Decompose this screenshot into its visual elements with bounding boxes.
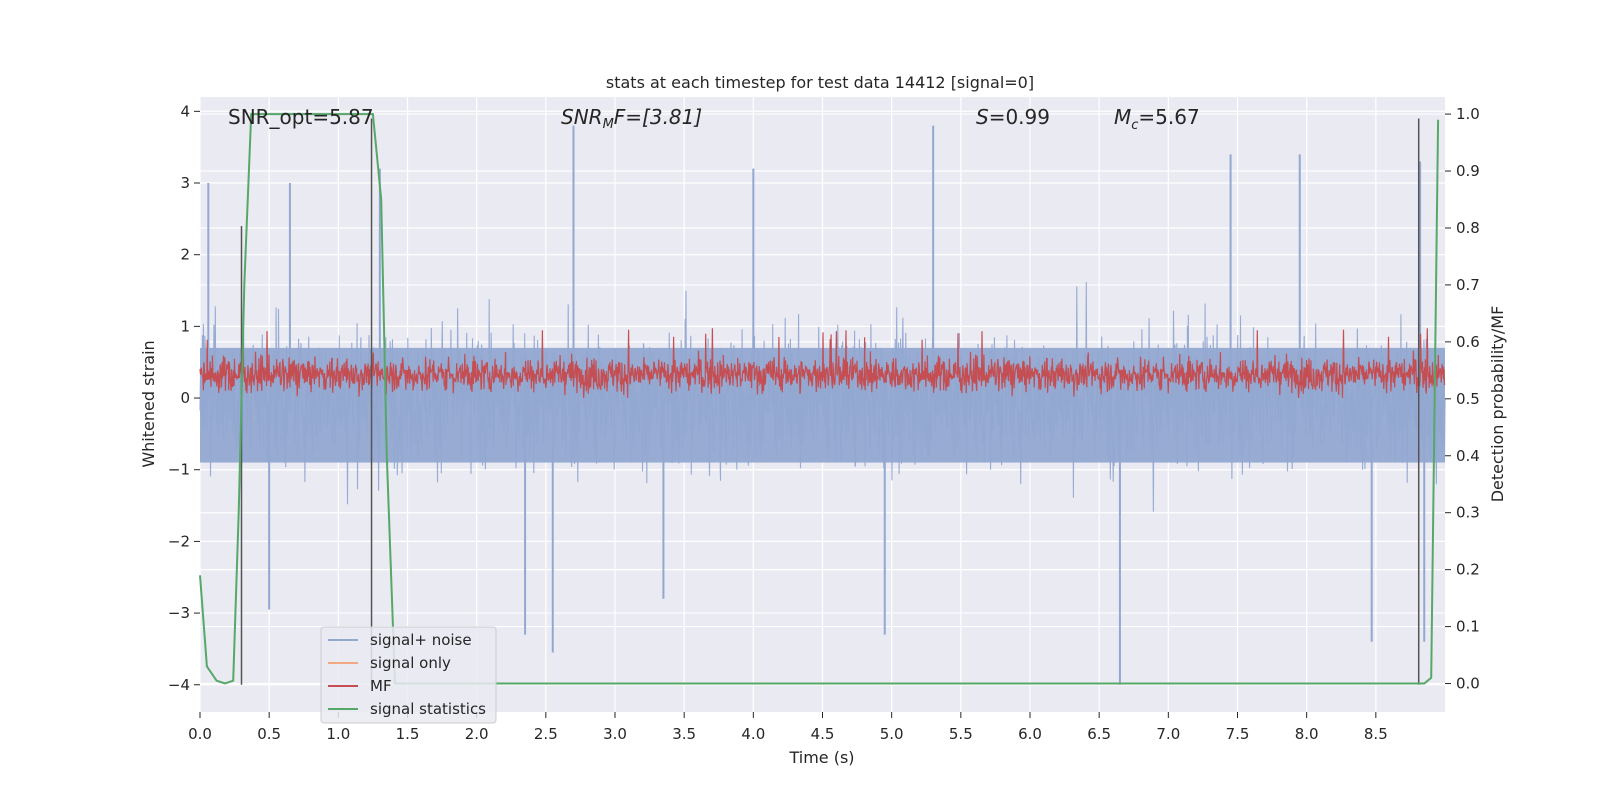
y-right-tick-label-4: 0.6 [1456,333,1480,351]
x-tick-label-9: 4.5 [811,725,835,743]
legend-label-signal-only: signal only [370,654,451,672]
annotation-snr-mf: SNRMF=[3.81] [561,105,702,132]
y-right-tick-label-0: 1.0 [1456,105,1480,123]
x-tick-label-7: 3.5 [672,725,696,743]
y-right-tick-label-7: 0.3 [1456,504,1480,522]
x-axis-label: Time (s) [788,748,854,767]
x-tick-label-8: 4.0 [741,725,765,743]
x-tick-label-0: 0.0 [188,725,212,743]
annotation-mc: Mc=5.67 [1114,105,1200,133]
y-right-tick-label-9: 0.1 [1456,618,1480,636]
y-right-tick-label-1: 0.9 [1456,162,1480,180]
left-axis-ticks: 4 3 2 1 0 −1 −2 −3 −4 [168,102,200,694]
y-left-tick-label-3: 1 [180,317,190,335]
y-left-tick-label-5: −1 [168,461,190,479]
y-left-tick-label-8: −4 [168,676,190,694]
legend-box [320,626,497,724]
y-right-tick-label-3: 0.7 [1456,276,1480,294]
x-tick-label-17: 8.5 [1364,725,1388,743]
y-right-tick-label-2: 0.8 [1456,219,1480,237]
legend-label-mf: MF [370,677,392,695]
y-left-tick-label-4: 0 [180,389,190,407]
y-left-tick-label-2: 2 [180,246,190,264]
x-axis-ticks: 0.0 0.5 1.0 1.5 2.0 2.5 3.0 3.5 4.0 4.5 5.0 5.5 6.0 6… [188,712,1388,743]
annotation-snr-opt: SNR_opt=5.87 [228,105,374,129]
left-axis-label: Whitened strain [139,340,158,467]
x-tick-label-11: 5.5 [949,725,973,743]
x-tick-label-1: 0.5 [257,725,281,743]
y-right-tick-label-5: 0.5 [1456,390,1480,408]
y-left-tick-label-1: 3 [180,174,190,192]
chart-title: stats at each timestep for test data 144… [606,73,1034,92]
x-tick-label-6: 3.0 [603,725,627,743]
legend: signal+ noise signal only MF signal stat… [320,626,497,724]
legend-label-signal-statistics: signal statistics [370,700,486,718]
x-tick-label-16: 8.0 [1295,725,1319,743]
y-left-tick-label-0: 4 [180,102,190,120]
signal-statistics-line [199,113,1440,685]
y-left-tick-label-6: −2 [168,532,190,550]
y-right-tick-label-10: 0.0 [1456,675,1480,693]
signal-statistics-series [199,113,1440,685]
right-axis-label: Detection probability/MF [1488,306,1507,503]
x-tick-label-5: 2.5 [534,725,558,743]
x-tick-label-14: 7.0 [1156,725,1180,743]
x-tick-label-2: 1.0 [326,725,350,743]
vertical-markers [240,118,1420,685]
legend-label-signal-noise: signal+ noise [370,631,472,649]
x-tick-label-15: 7.5 [1226,725,1250,743]
right-axis-ticks: 1.0 0.9 0.8 0.7 0.6 0.5 0.4 0.3 0.2 0.1 0.0 [1445,105,1480,693]
mf-trace [199,328,1446,399]
x-tick-label-3: 1.5 [396,725,420,743]
y-left-tick-label-7: −3 [168,604,190,622]
x-tick-label-13: 6.5 [1087,725,1111,743]
y-right-tick-label-8: 0.2 [1456,561,1480,579]
y-right-tick-label-6: 0.4 [1456,447,1480,465]
mf-series [199,328,1446,399]
annotation-s: S=0.99 [976,105,1050,129]
x-tick-label-12: 6.0 [1018,725,1042,743]
x-tick-label-4: 2.0 [465,725,489,743]
x-tick-label-10: 5.0 [880,725,904,743]
